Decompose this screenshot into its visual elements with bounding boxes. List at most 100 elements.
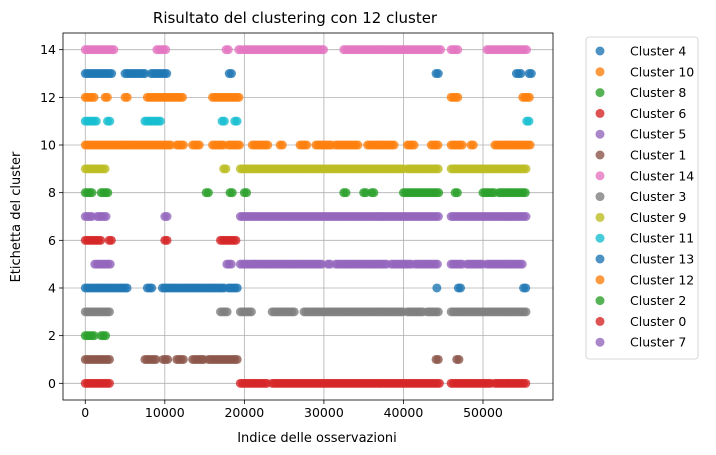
series-cluster-8	[80, 331, 111, 341]
data-point	[103, 188, 113, 198]
chart-title: Risultato del clustering con 12 cluster	[153, 9, 438, 27]
data-point	[524, 92, 534, 102]
series-cluster-4	[80, 69, 536, 79]
data-point	[87, 188, 97, 198]
series-cluster-2	[80, 188, 530, 198]
data-point	[227, 188, 237, 198]
data-point	[105, 116, 115, 126]
data-point	[369, 188, 379, 198]
legend-entry: Cluster 7	[630, 335, 686, 350]
series-cluster-14	[80, 45, 532, 55]
data-point	[433, 307, 443, 317]
series-cluster-6	[80, 235, 241, 245]
data-point	[163, 354, 173, 364]
legend-marker	[595, 296, 605, 306]
legend-entry: Cluster 6	[630, 106, 686, 121]
series-cluster-5	[90, 259, 527, 269]
data-point	[263, 140, 273, 150]
y-tick-label: 6	[48, 233, 56, 248]
data-point	[107, 69, 117, 79]
y-tick-label: 2	[48, 328, 56, 343]
data-point	[232, 116, 242, 126]
data-point	[520, 188, 530, 198]
x-tick-label: 30000	[304, 405, 344, 420]
series-cluster-12	[80, 92, 534, 102]
data-point	[433, 140, 443, 150]
data-point	[151, 354, 161, 364]
data-point	[162, 235, 172, 245]
data-point	[436, 45, 446, 55]
data-point	[468, 140, 478, 150]
data-point	[433, 69, 443, 79]
data-point	[219, 116, 229, 126]
plot-frame	[62, 32, 554, 401]
data-point	[521, 283, 531, 293]
y-tick-label: 8	[48, 185, 56, 200]
data-point	[101, 331, 111, 341]
data-point	[178, 354, 188, 364]
data-point	[122, 283, 132, 293]
data-point	[102, 92, 112, 102]
legend-marker	[595, 254, 605, 264]
data-point	[452, 188, 462, 198]
data-point	[231, 235, 241, 245]
x-tick-label: 40000	[384, 405, 424, 420]
data-point	[147, 283, 157, 293]
data-point	[178, 92, 188, 102]
series-cluster-11	[80, 116, 534, 126]
y-tick-label: 14	[40, 42, 56, 57]
series-cluster-7	[80, 212, 531, 221]
data-point	[234, 140, 244, 150]
data-point	[457, 140, 467, 150]
data-point	[454, 354, 464, 364]
data-point	[517, 259, 527, 269]
x-axis-ticks: 0 10000 20000 30000 40000 50000	[81, 400, 503, 420]
data-point	[194, 140, 204, 150]
data-point	[453, 45, 463, 55]
data-point	[432, 283, 442, 293]
y-axis-label: Etichetta del cluster	[9, 151, 24, 282]
data-point	[178, 140, 188, 150]
data-point	[105, 259, 115, 269]
legend-marker	[595, 171, 605, 181]
data-point	[433, 164, 443, 174]
series-cluster-10	[80, 140, 535, 150]
x-tick-label: 20000	[224, 405, 264, 420]
y-axis-ticks: 0 2 4 6 8 10 12 14	[40, 42, 63, 391]
data-point	[91, 116, 101, 126]
series-cluster-1	[80, 354, 464, 364]
legend-marker	[595, 212, 605, 222]
data-point	[289, 307, 299, 317]
data-point	[242, 188, 252, 198]
data-point	[277, 140, 287, 150]
data-point	[162, 212, 172, 221]
data-point	[432, 259, 442, 269]
legend-entry: Cluster 2	[630, 293, 686, 308]
data-point	[89, 331, 99, 341]
data-point	[155, 116, 165, 126]
legend-entry: Cluster 10	[630, 64, 694, 79]
data-point	[101, 212, 111, 221]
data-point	[161, 45, 171, 55]
legend-marker	[595, 46, 605, 56]
data-point	[302, 140, 312, 150]
data-point	[104, 354, 114, 364]
legend-entry: Cluster 13	[630, 252, 694, 267]
data-point	[434, 378, 444, 388]
legend-marker	[595, 88, 605, 98]
data-point	[122, 92, 132, 102]
data-point	[226, 259, 236, 269]
data-point	[232, 354, 242, 364]
data-point	[232, 283, 242, 293]
legend-entry: Cluster 0	[630, 314, 686, 329]
x-tick-label: 10000	[145, 405, 185, 420]
legend: Cluster 4 Cluster 10 Cluster 8 Cluster 6 Clu…	[585, 36, 699, 360]
data-point	[106, 235, 116, 245]
data-point	[456, 283, 466, 293]
y-tick-label: 4	[48, 280, 56, 295]
y-tick-label: 0	[48, 376, 56, 391]
data-point	[100, 164, 110, 174]
data-point	[433, 212, 443, 221]
data-point	[516, 69, 526, 79]
x-tick-label: 0	[81, 405, 89, 420]
